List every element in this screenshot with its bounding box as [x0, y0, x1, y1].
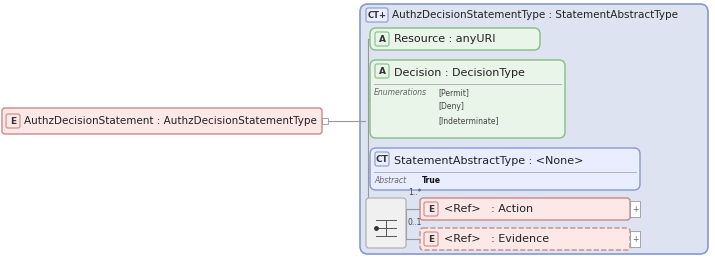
FancyBboxPatch shape: [370, 28, 540, 50]
FancyBboxPatch shape: [420, 198, 630, 220]
Bar: [630, 231, 640, 247]
Text: StatementAbstractType : <None>: StatementAbstractType : <None>: [394, 156, 583, 166]
FancyBboxPatch shape: [420, 228, 630, 250]
Text: A: A: [378, 67, 385, 76]
Text: +: +: [632, 205, 638, 214]
Text: [Deny]: [Deny]: [438, 102, 464, 111]
Text: Abstract: Abstract: [374, 176, 406, 185]
Text: Resource : anyURI: Resource : anyURI: [394, 34, 495, 44]
FancyBboxPatch shape: [2, 108, 322, 134]
Text: CT: CT: [375, 155, 388, 164]
FancyBboxPatch shape: [370, 148, 640, 190]
Bar: [322, 118, 328, 124]
Text: AuthzDecisionStatementType : StatementAbstractType: AuthzDecisionStatementType : StatementAb…: [392, 10, 678, 20]
Text: <Ref>   : Evidence: <Ref> : Evidence: [444, 234, 549, 244]
FancyBboxPatch shape: [366, 198, 406, 248]
Text: Decision : DecisionType: Decision : DecisionType: [394, 68, 525, 78]
Bar: [630, 201, 640, 217]
Text: CT+: CT+: [368, 11, 387, 20]
FancyBboxPatch shape: [360, 4, 708, 254]
FancyBboxPatch shape: [366, 8, 388, 22]
Text: [Indeterminate]: [Indeterminate]: [438, 116, 498, 125]
Text: Enumerations: Enumerations: [374, 88, 427, 97]
FancyBboxPatch shape: [375, 152, 389, 166]
Text: AuthzDecisionStatement : AuthzDecisionStatementType: AuthzDecisionStatement : AuthzDecisionSt…: [24, 116, 317, 126]
Text: 1..*: 1..*: [408, 188, 421, 197]
Text: [Permit]: [Permit]: [438, 88, 469, 97]
FancyBboxPatch shape: [370, 60, 565, 138]
Text: E: E: [428, 235, 434, 244]
FancyBboxPatch shape: [424, 232, 438, 246]
Text: <Ref>   : Action: <Ref> : Action: [444, 204, 533, 214]
Text: E: E: [428, 205, 434, 214]
FancyBboxPatch shape: [6, 114, 20, 128]
Text: +: +: [632, 235, 638, 244]
Text: True: True: [422, 176, 441, 185]
FancyBboxPatch shape: [375, 32, 389, 46]
Text: 0..1: 0..1: [408, 218, 423, 227]
FancyBboxPatch shape: [375, 64, 389, 78]
Text: A: A: [378, 35, 385, 44]
FancyBboxPatch shape: [424, 202, 438, 216]
Text: E: E: [10, 117, 16, 125]
